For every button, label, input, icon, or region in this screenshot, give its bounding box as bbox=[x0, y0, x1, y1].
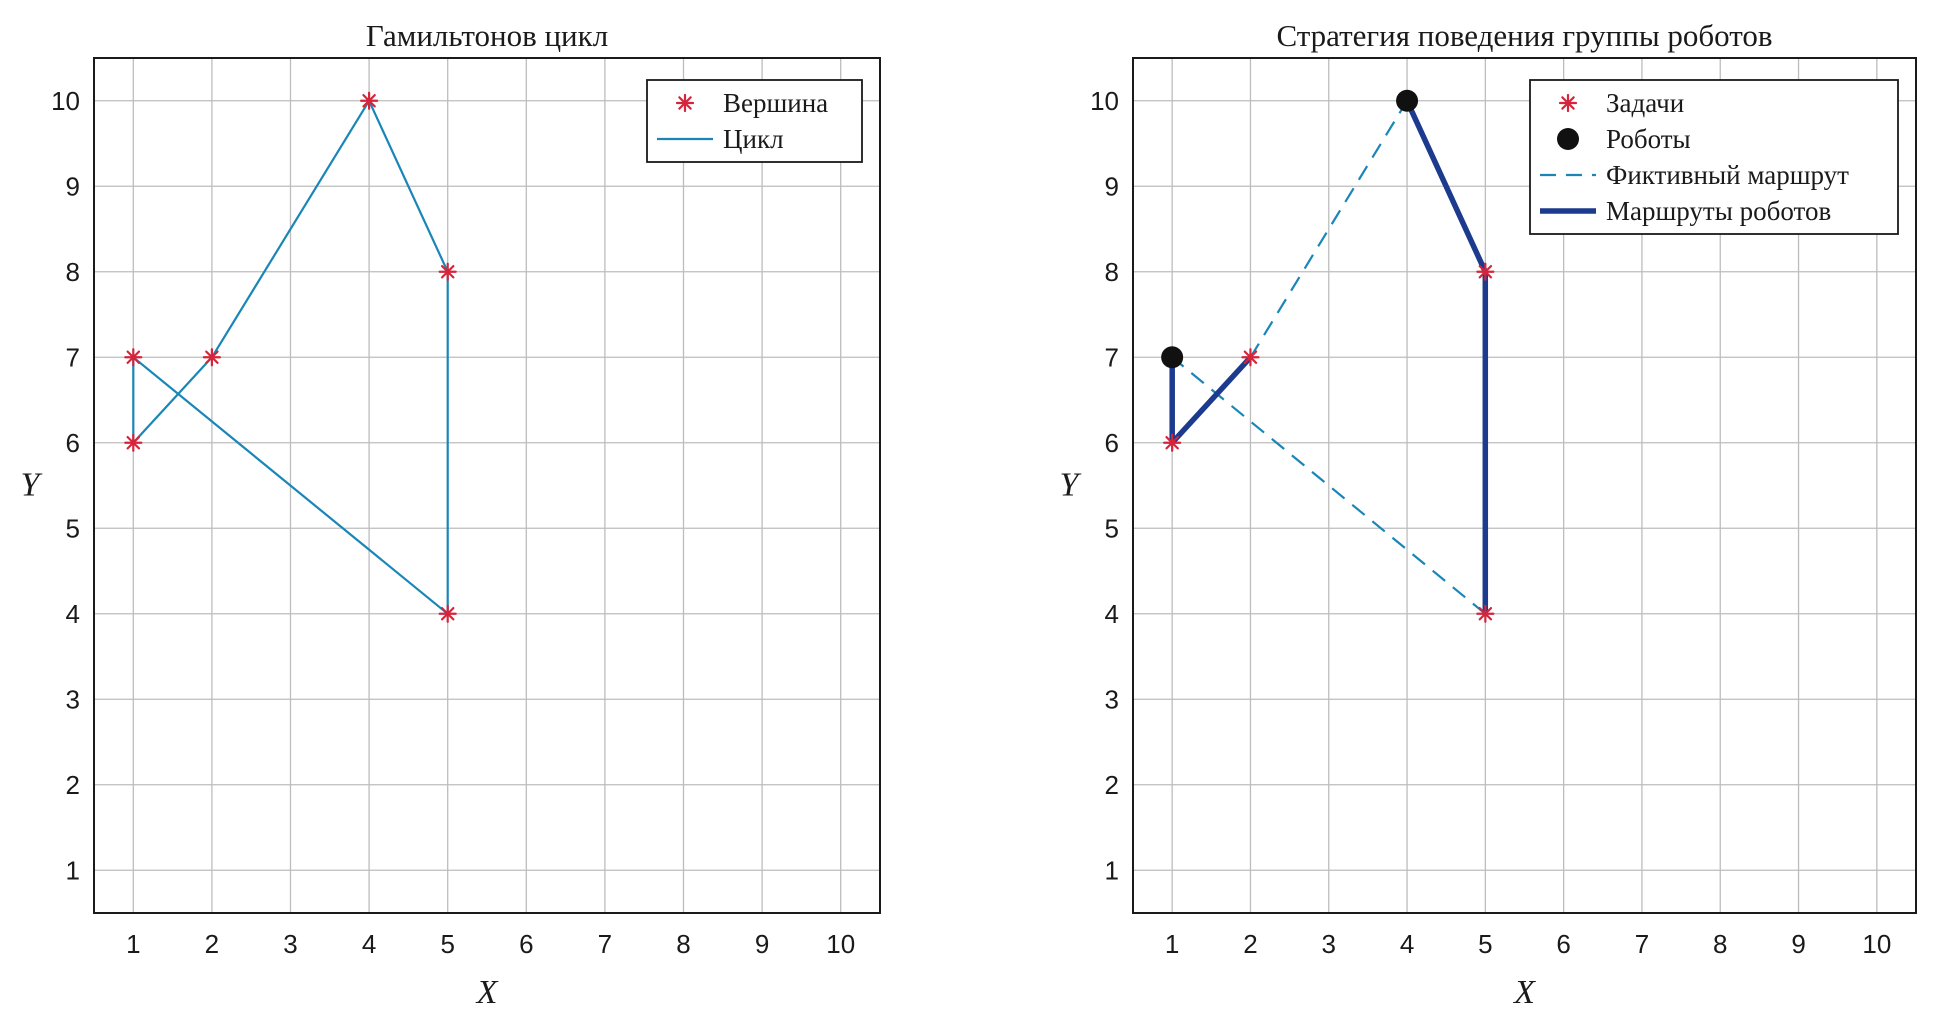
legend-entry: Цикл bbox=[657, 124, 784, 154]
axes-frame bbox=[93, 57, 881, 914]
data-point-asterisk bbox=[1163, 433, 1182, 452]
y-tick-label: 10 bbox=[51, 86, 80, 116]
legend-entry: Вершина bbox=[675, 88, 828, 118]
x-tick-label: 7 bbox=[598, 929, 612, 959]
data-point-asterisk bbox=[438, 604, 457, 623]
x-tick-label: 8 bbox=[676, 929, 690, 959]
y-tick-label: 2 bbox=[66, 770, 80, 800]
data-point-asterisk bbox=[438, 262, 457, 281]
x-tick-label: 1 bbox=[126, 929, 140, 959]
y-tick-label: 4 bbox=[1105, 599, 1119, 629]
data-point-asterisk bbox=[124, 433, 143, 452]
legend-label: Задачи bbox=[1606, 88, 1684, 118]
x-tick-label: 6 bbox=[519, 929, 533, 959]
y-tick-label: 7 bbox=[66, 342, 80, 372]
y-tick-label: 8 bbox=[66, 257, 80, 287]
data-point-asterisk bbox=[124, 348, 143, 367]
x-tick-label: 10 bbox=[1862, 929, 1891, 959]
data-point-dot bbox=[1161, 346, 1184, 369]
chart-1: 1 2 3 4 5 6 7 8 9 10 1 2 3 4 5 6 7 8 9 10 Гамильтонов цикл X Y… bbox=[21, 18, 881, 1011]
x-tick-label: 2 bbox=[205, 929, 219, 959]
plot-area bbox=[94, 58, 880, 913]
y-tick-label: 3 bbox=[66, 684, 80, 714]
series-2 bbox=[1161, 89, 1419, 369]
y-axis-label: Y bbox=[1060, 467, 1082, 504]
legend-box bbox=[646, 79, 863, 163]
y-tick-label: 1 bbox=[1105, 855, 1119, 885]
series-line bbox=[1171, 356, 1486, 615]
y-tick-label: 6 bbox=[66, 428, 80, 458]
series-1 bbox=[1163, 262, 1495, 623]
x-tick-label: 6 bbox=[1556, 929, 1570, 959]
x-tick-label: 9 bbox=[755, 929, 769, 959]
x-tick-label: 1 bbox=[1165, 929, 1179, 959]
legend-label: Маршруты роботов bbox=[1606, 196, 1831, 226]
y-tick-label: 8 bbox=[1105, 257, 1119, 287]
y-tick-label: 3 bbox=[1105, 684, 1119, 714]
y-tick-label: 4 bbox=[66, 599, 80, 629]
data-point-dot bbox=[1396, 89, 1419, 112]
x-tick-label: 4 bbox=[1400, 929, 1414, 959]
x-tick-label: 2 bbox=[1243, 929, 1257, 959]
y-axis-label: Y bbox=[21, 467, 43, 504]
y-tick-label: 9 bbox=[1105, 171, 1119, 201]
x-tick-label: 5 bbox=[1478, 929, 1492, 959]
legend: Задачи Роботы Фиктивный маршрут Маршруты ро… bbox=[1529, 79, 1899, 235]
series-1 bbox=[124, 91, 457, 623]
legend-entry: Задачи bbox=[1558, 88, 1684, 118]
legend-entry: Маршруты роботов bbox=[1540, 196, 1831, 226]
legend-swatch-asterisk bbox=[1558, 93, 1578, 113]
y-tick-label: 7 bbox=[1105, 342, 1119, 372]
x-tick-label: 3 bbox=[1322, 929, 1336, 959]
y-tick-label: 5 bbox=[1105, 513, 1119, 543]
legend-label: Вершина bbox=[723, 88, 828, 118]
y-tick-label: 9 bbox=[66, 171, 80, 201]
legend-entry: Роботы bbox=[1557, 124, 1691, 154]
x-tick-label: 5 bbox=[440, 929, 454, 959]
legend-label: Фиктивный маршрут bbox=[1606, 160, 1849, 190]
legend-label: Роботы bbox=[1606, 124, 1691, 154]
y-tick-label: 1 bbox=[66, 855, 80, 885]
chart-2: 1 2 3 4 5 6 7 8 9 10 1 2 3 4 5 6 7 8 9 10 Стратегия поведени… bbox=[1060, 18, 1917, 1011]
legend-swatch-dot bbox=[1557, 128, 1579, 150]
data-point-asterisk bbox=[1241, 348, 1260, 367]
legend-label: Цикл bbox=[723, 124, 784, 154]
x-tick-label: 9 bbox=[1791, 929, 1805, 959]
series-3 bbox=[1171, 100, 1486, 615]
legend: Вершина Цикл bbox=[646, 79, 863, 163]
y-tick-label: 5 bbox=[66, 513, 80, 543]
x-tick-label: 7 bbox=[1635, 929, 1649, 959]
y-tick-label: 2 bbox=[1105, 770, 1119, 800]
axes-frame bbox=[1132, 57, 1917, 914]
data-point-asterisk bbox=[202, 348, 221, 367]
y-tick-label: 10 bbox=[1090, 86, 1119, 116]
y-tick-label: 6 bbox=[1105, 428, 1119, 458]
data-point-asterisk bbox=[1476, 262, 1495, 281]
legend-swatch-asterisk bbox=[675, 93, 695, 113]
x-tick-label: 3 bbox=[283, 929, 297, 959]
data-point-asterisk bbox=[360, 91, 379, 110]
x-tick-label: 4 bbox=[362, 929, 376, 959]
data-point-asterisk bbox=[1476, 604, 1495, 623]
x-axis-label: X bbox=[475, 974, 499, 1011]
chart-title: Гамильтонов цикл bbox=[366, 18, 608, 53]
x-axis-label: X bbox=[1512, 974, 1536, 1011]
legend-entry: Фиктивный маршрут bbox=[1540, 160, 1849, 190]
x-tick-label: 10 bbox=[826, 929, 855, 959]
x-tick-label: 8 bbox=[1713, 929, 1727, 959]
chart-title: Стратегия поведения группы роботов bbox=[1276, 18, 1772, 53]
